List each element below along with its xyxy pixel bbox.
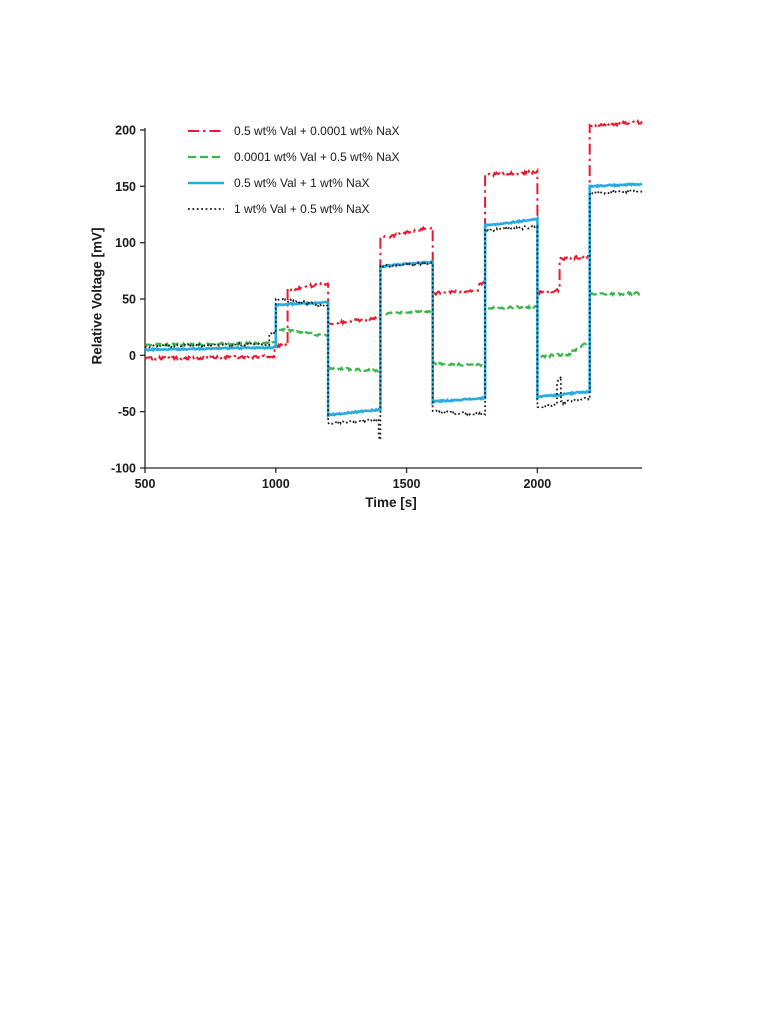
legend-item: 0.0001 wt% Val + 0.5 wt% NaX <box>187 148 400 165</box>
legend-line-sample-red <box>188 129 224 132</box>
legend-label: 0.5 wt% Val + 1 wt% NaX <box>234 175 370 190</box>
svg-text:200: 200 <box>115 124 136 138</box>
svg-text:1500: 1500 <box>393 477 421 491</box>
svg-text:0: 0 <box>129 349 136 363</box>
legend-line-sample-black <box>188 207 224 210</box>
x-axis-title: Time [s] <box>365 495 417 510</box>
svg-text:150: 150 <box>115 180 136 194</box>
legend-line-sample-green <box>188 155 224 158</box>
chart-legend: 0.5 wt% Val + 0.0001 wt% NaX 0.0001 wt% … <box>187 122 400 217</box>
legend-item: 0.5 wt% Val + 0.0001 wt% NaX <box>187 122 400 139</box>
svg-text:-50: -50 <box>118 405 136 419</box>
y-axis-title: Relative Voltage [mV] <box>89 227 105 365</box>
plot-area: -100 -50 0 50 100 150 200 500 1000 1500 2000 <box>111 118 643 491</box>
legend-label: 0.5 wt% Val + 0.0001 wt% NaX <box>234 123 400 138</box>
legend-item: 0.5 wt% Val + 1 wt% NaX <box>187 174 400 191</box>
svg-text:1000: 1000 <box>262 477 290 491</box>
voltage-time-chart: -100 -50 0 50 100 150 200 500 1000 1500 2000 0.5 w… <box>89 118 643 510</box>
svg-text:100: 100 <box>115 236 136 250</box>
legend-label: 1 wt% Val + 0.5 wt% NaX <box>234 201 370 216</box>
legend-label: 0.0001 wt% Val + 0.5 wt% NaX <box>234 149 400 164</box>
svg-text:-100: -100 <box>111 462 136 476</box>
svg-text:50: 50 <box>122 293 136 307</box>
legend-item: 1 wt% Val + 0.5 wt% NaX <box>187 200 400 217</box>
svg-text:2000: 2000 <box>523 477 551 491</box>
legend-line-sample-blue <box>188 181 224 184</box>
svg-text:500: 500 <box>135 477 156 491</box>
